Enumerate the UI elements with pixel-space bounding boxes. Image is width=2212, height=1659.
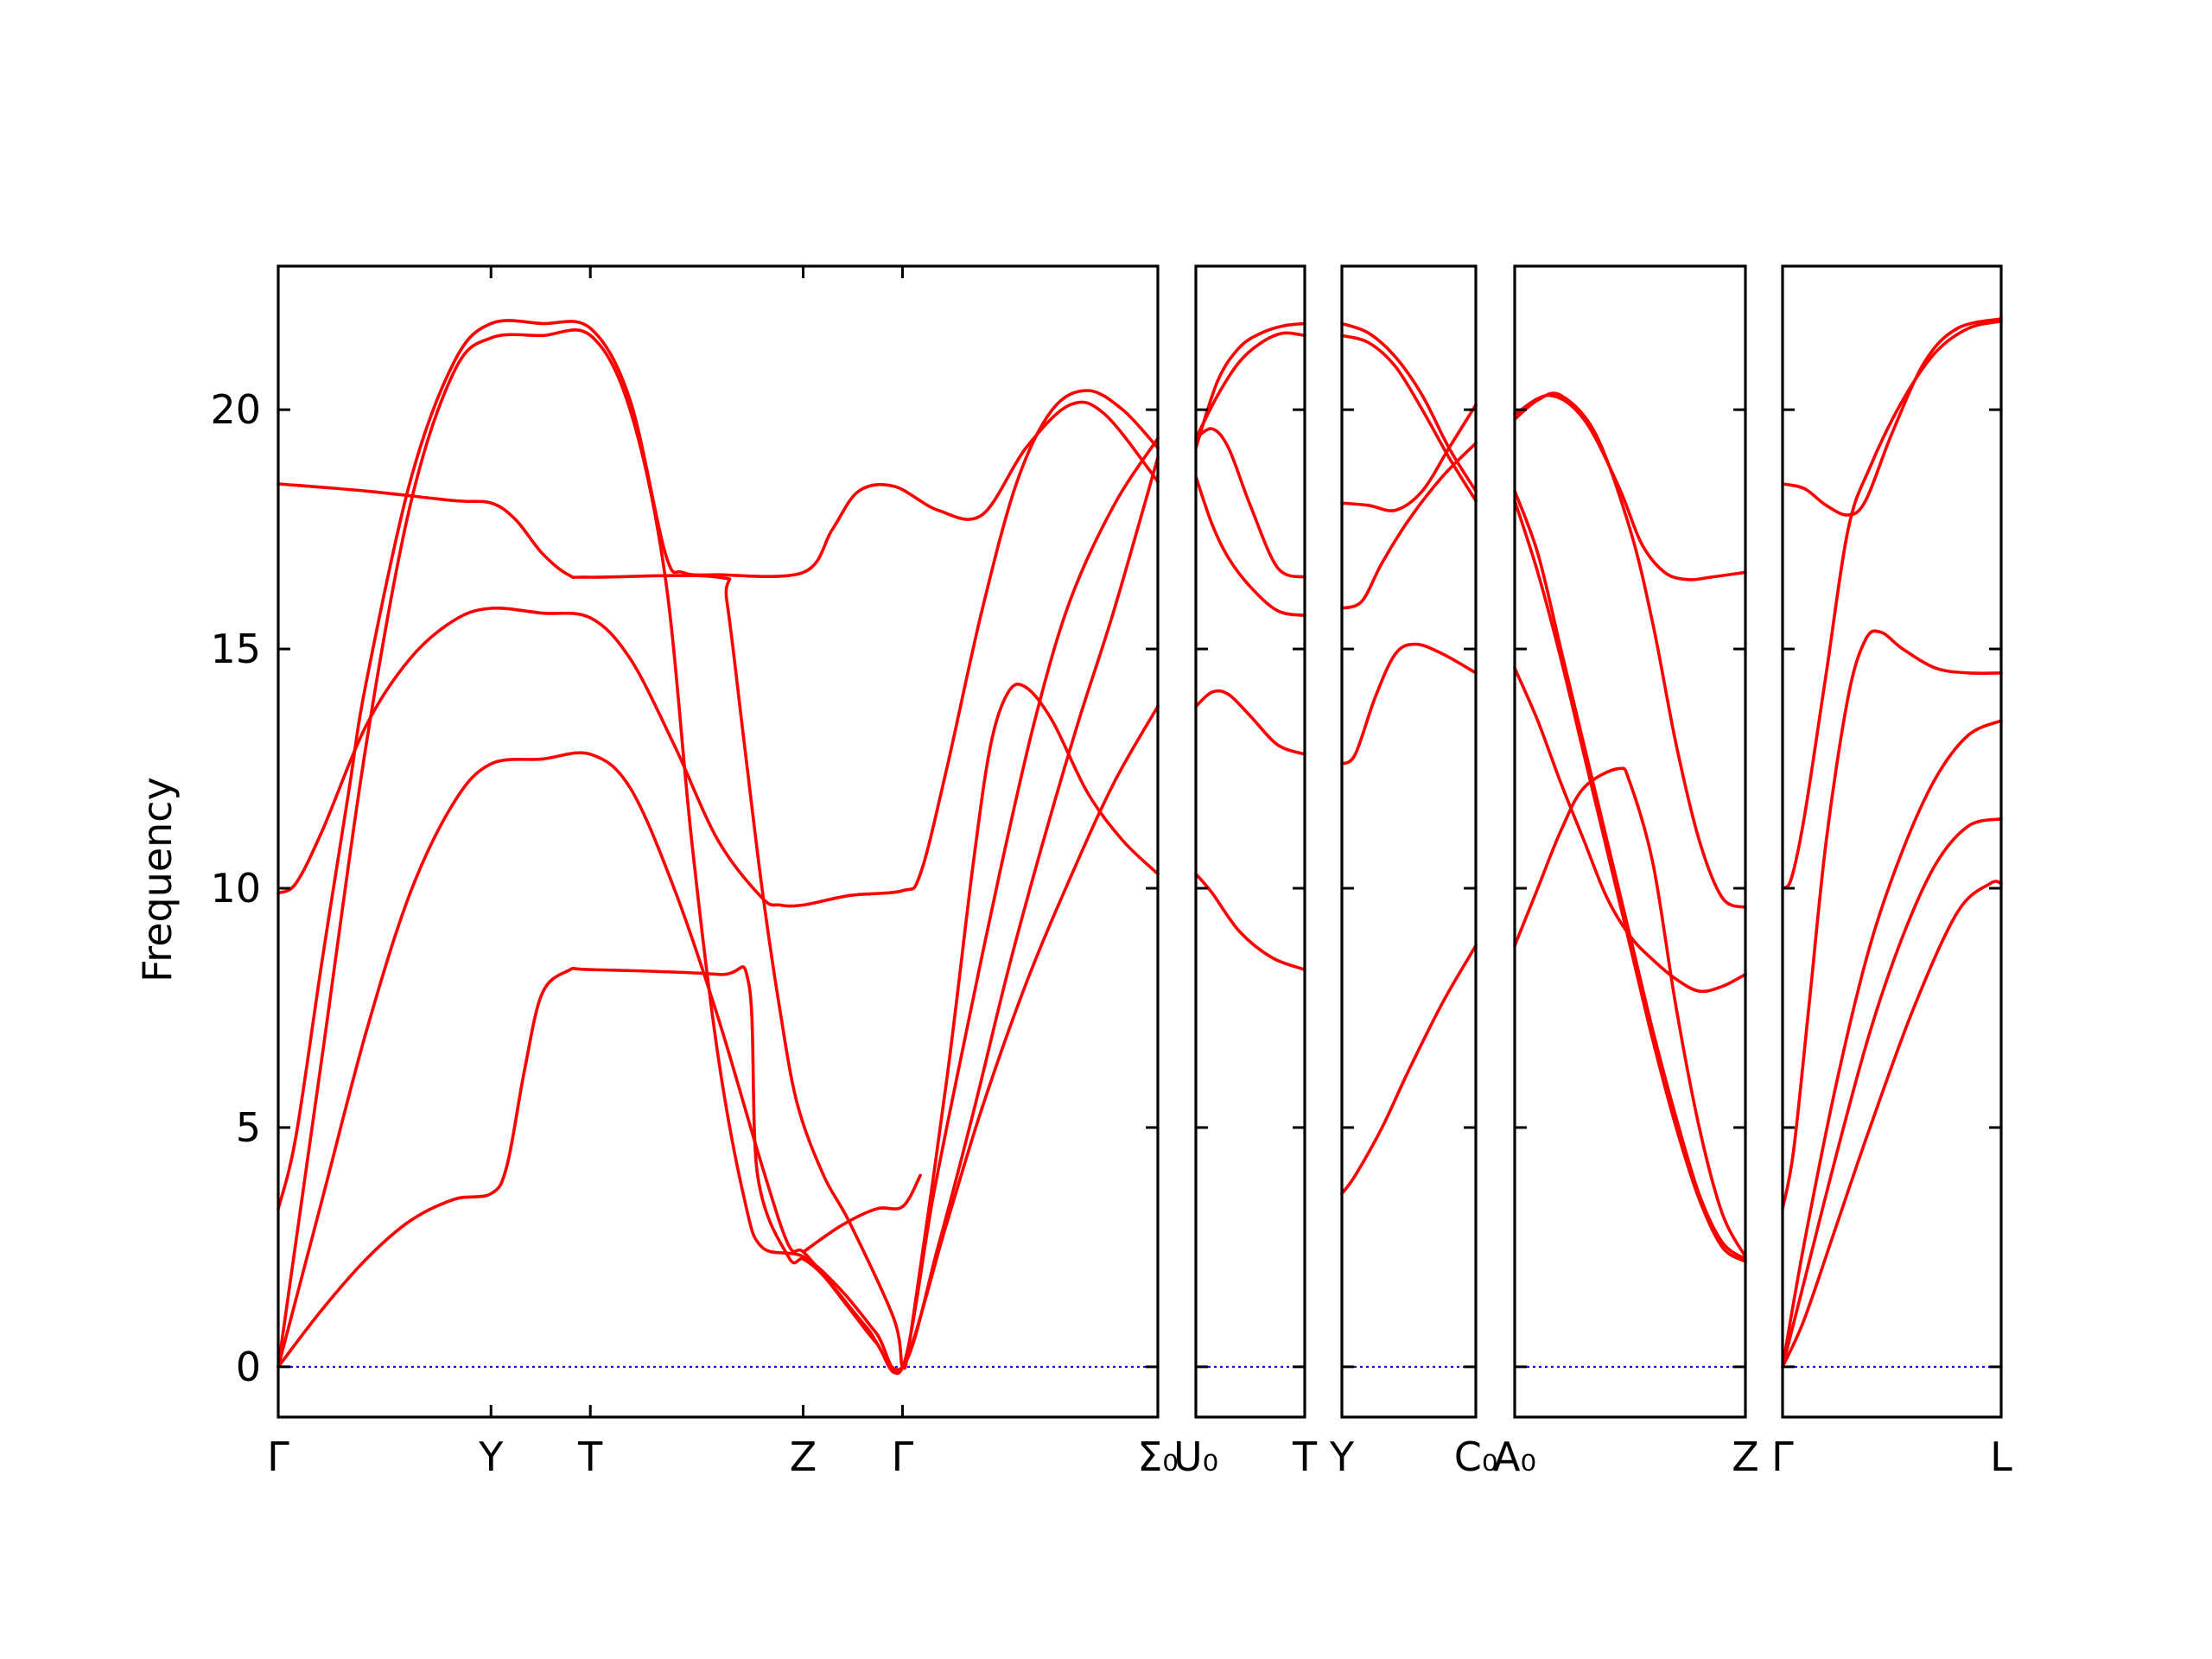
band-line-panel-3-3 — [1340, 442, 1478, 610]
x-tick-label: Γ — [267, 1433, 289, 1480]
band-line-panel-4-3 — [1513, 489, 1747, 1262]
band-line-panel-5-2 — [1781, 817, 2003, 1369]
band-line-panel-2-4 — [1194, 474, 1306, 618]
band-line-panel-4-5 — [1513, 393, 1747, 582]
panel-frame-2 — [1194, 264, 1306, 1419]
band-line-panel-1-4 — [276, 319, 1160, 1211]
y-tick-label: 20 — [210, 386, 261, 433]
y-tick-label: 15 — [210, 626, 261, 672]
band-line-panel-1-2 — [276, 455, 1160, 1371]
x-tick-label: Γ — [1771, 1433, 1794, 1480]
x-tick-label: T — [1292, 1433, 1318, 1480]
band-line-panel-1-1 — [276, 704, 1160, 1375]
band-line-panel-1-5 — [276, 389, 1160, 908]
x-tick-label: U₀ — [1173, 1433, 1218, 1480]
y-tick-label: 5 — [236, 1104, 261, 1151]
panel-frame-4 — [1513, 264, 1747, 1419]
x-tick-label: C₀ — [1454, 1433, 1498, 1480]
y-axis-label: Frequency — [134, 777, 181, 982]
band-line-panel-1-7 — [801, 1173, 922, 1254]
band-line-panel-2-5 — [1194, 331, 1306, 441]
axes-layer — [276, 264, 2003, 1419]
band-line-panel-1-6 — [276, 482, 1160, 1370]
panel-frame-1 — [276, 264, 1160, 1419]
band-line-panel-3-1 — [1340, 944, 1478, 1196]
band-line-panel-5-4 — [1781, 629, 2003, 1211]
band-line-panel-4-6 — [1513, 391, 1747, 909]
panel-frame-5 — [1781, 264, 2003, 1419]
x-tick-label: Z — [790, 1433, 817, 1480]
band-line-panel-4-1 — [1513, 766, 1747, 1259]
bands-layer — [276, 317, 2003, 1376]
x-tick-label: Y — [1329, 1433, 1355, 1480]
band-line-panel-3-6 — [1340, 321, 1478, 493]
band-line-panel-2-3 — [1194, 427, 1306, 579]
x-tick-label: L — [1990, 1433, 2012, 1480]
x-tick-label: T — [577, 1433, 603, 1480]
band-line-panel-5-5 — [1781, 319, 2003, 890]
x-tick-label: Σ₀ — [1137, 1433, 1179, 1480]
x-tick-label: Γ — [892, 1433, 914, 1480]
band-line-panel-3-5 — [1340, 334, 1478, 503]
x-tick-label: A₀ — [1493, 1433, 1536, 1480]
band-line-panel-2-6 — [1194, 321, 1306, 450]
y-tick-label: 0 — [236, 1344, 261, 1390]
band-line-panel-4-4 — [1513, 499, 1747, 1263]
band-line-panel-2-1 — [1194, 872, 1306, 971]
y-tick-label: 10 — [210, 865, 261, 912]
x-tick-label: Z — [1732, 1433, 1759, 1480]
band-line-panel-5-6 — [1781, 317, 2003, 517]
band-line-panel-5-1 — [1781, 880, 2003, 1369]
band-line-panel-3-4 — [1340, 403, 1478, 512]
band-line-panel-5-3 — [1781, 719, 2003, 1369]
x-tick-label: Y — [478, 1433, 504, 1480]
band-line-panel-2-2 — [1194, 689, 1306, 756]
band-line-panel-3-2 — [1340, 642, 1478, 766]
band-line-panel-1-3 — [276, 328, 1160, 1376]
panel-frame-3 — [1340, 264, 1478, 1419]
